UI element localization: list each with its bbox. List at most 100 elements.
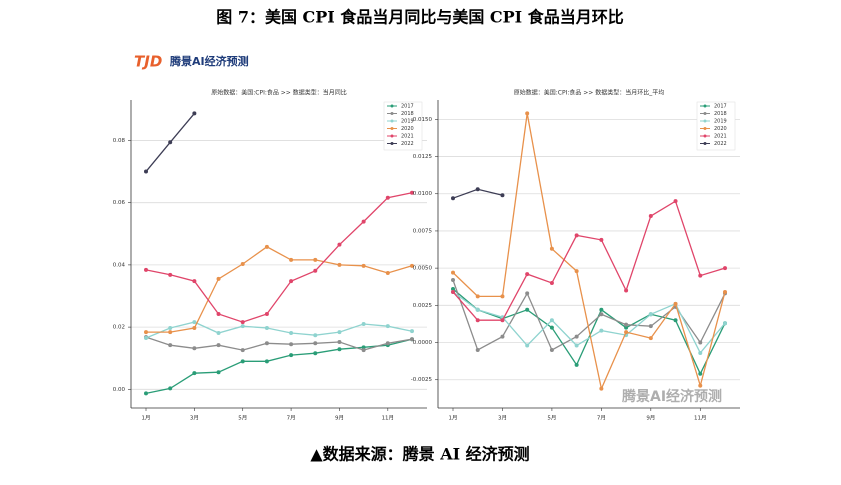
legend-label: 2017 xyxy=(714,104,727,110)
series-line xyxy=(145,338,413,395)
data-point xyxy=(361,322,366,326)
data-point xyxy=(144,267,148,272)
data-point xyxy=(525,307,530,312)
data-point xyxy=(549,318,554,323)
data-point xyxy=(723,266,727,271)
data-point xyxy=(574,343,579,348)
y-tick-label: 0.0000 xyxy=(413,340,433,346)
x-tick-label: 11月 xyxy=(382,415,395,422)
data-point xyxy=(289,279,294,284)
data-point xyxy=(698,383,703,388)
data-point xyxy=(264,359,269,364)
data-point xyxy=(599,386,604,391)
data-point xyxy=(525,272,530,277)
legend-marker xyxy=(390,134,394,138)
data-point xyxy=(574,269,579,274)
y-tick-label: 0.04 xyxy=(113,262,126,268)
data-point xyxy=(192,346,197,351)
data-point xyxy=(192,279,197,284)
legend-marker xyxy=(703,127,707,130)
data-point xyxy=(599,307,604,312)
x-tick-label: 1月 xyxy=(449,415,458,422)
legend-label: 2018 xyxy=(714,111,727,117)
data-point xyxy=(624,330,629,335)
data-point xyxy=(648,336,653,341)
data-point xyxy=(451,278,455,283)
data-point xyxy=(410,263,414,268)
data-point xyxy=(337,347,342,352)
data-point xyxy=(525,291,530,296)
data-point xyxy=(500,334,505,339)
data-point xyxy=(192,111,197,116)
data-point xyxy=(673,301,678,306)
data-point xyxy=(549,246,554,251)
series-line xyxy=(145,336,413,351)
data-point xyxy=(313,341,318,346)
data-point xyxy=(313,333,318,338)
logo-mark: TJD xyxy=(134,53,162,71)
data-point xyxy=(168,330,173,335)
data-point xyxy=(723,289,727,294)
data-point xyxy=(192,371,197,376)
data-point xyxy=(549,281,554,286)
series-line xyxy=(452,291,726,355)
data-point xyxy=(361,345,366,350)
y-tick-label: 0.0150 xyxy=(413,117,433,123)
data-point xyxy=(264,341,269,346)
source-note: ▲数据来源：腾景 AI 经济预测 xyxy=(310,445,529,464)
y-tick-label: 0.08 xyxy=(113,138,126,144)
data-point xyxy=(289,342,294,347)
data-point xyxy=(525,111,530,116)
logo-text: 腾景AI经济预测 xyxy=(170,54,249,68)
legend-label: 2020 xyxy=(401,126,414,132)
data-point xyxy=(723,321,727,326)
figure-title: 图 7：美国 CPI 食品当月同比与美国 CPI 食品当月环比 xyxy=(216,8,624,27)
x-tick-label: 5月 xyxy=(238,415,247,422)
legend-marker xyxy=(703,119,707,123)
y-tick-label: -0.0025 xyxy=(411,377,433,383)
data-point xyxy=(337,262,342,267)
data-point xyxy=(475,307,480,312)
x-tick-label: 9月 xyxy=(335,415,344,422)
y-tick-label: 0.0100 xyxy=(413,191,433,197)
data-point xyxy=(500,294,505,299)
x-tick-label: 11月 xyxy=(694,415,707,422)
legend-label: 2021 xyxy=(401,134,414,140)
data-point xyxy=(264,244,269,249)
legend-marker xyxy=(390,127,394,130)
data-point xyxy=(313,257,318,262)
series-line xyxy=(146,246,413,333)
data-point xyxy=(216,331,221,336)
data-point xyxy=(451,196,455,201)
series-line xyxy=(145,321,413,339)
data-point xyxy=(475,347,480,352)
series-line xyxy=(452,113,726,391)
data-point xyxy=(240,348,245,353)
data-point xyxy=(624,325,629,330)
data-point xyxy=(144,169,148,174)
data-point xyxy=(168,272,173,277)
data-point xyxy=(574,233,579,238)
legend-marker xyxy=(703,112,707,115)
chart-title: 原始数据：美国:CPI:食品 >> 数据类型：当月同比 xyxy=(211,89,347,97)
data-point xyxy=(698,273,703,278)
legend-label: 2020 xyxy=(714,126,727,132)
data-point xyxy=(410,337,414,342)
data-point xyxy=(549,325,554,330)
chart-title: 原始数据：美国:CPI:食品 >> 数据类型：当月环比_平均 xyxy=(514,89,665,97)
data-point xyxy=(648,312,653,317)
watermark: 腾景AI经济预测 xyxy=(622,388,722,405)
data-point xyxy=(599,312,604,317)
y-tick-label: 0.0125 xyxy=(413,154,433,160)
data-point xyxy=(168,386,173,391)
data-point xyxy=(673,318,678,323)
data-point xyxy=(192,320,197,325)
data-point xyxy=(385,324,390,329)
legend-marker xyxy=(390,142,394,145)
legend-box xyxy=(696,101,736,151)
data-point xyxy=(289,257,294,262)
legend-label: 2022 xyxy=(714,141,727,147)
data-point xyxy=(574,334,579,339)
y-tick-label: 0.02 xyxy=(113,325,125,331)
data-point xyxy=(698,371,703,376)
